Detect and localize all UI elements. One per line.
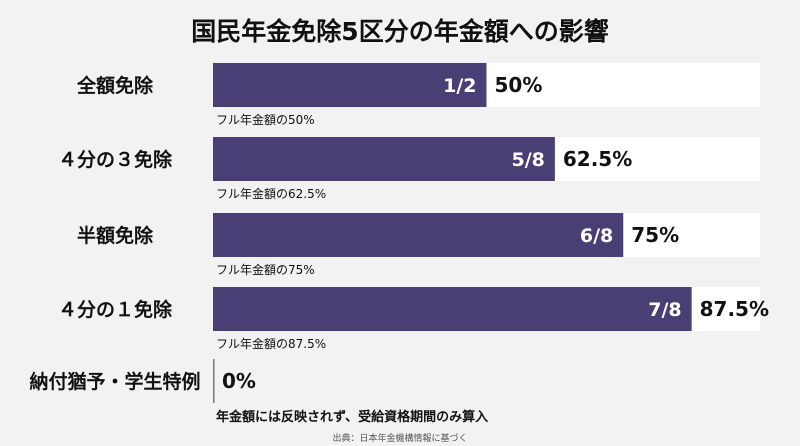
category-label: 半額免除 xyxy=(77,224,154,247)
category-label: 全額免除 xyxy=(76,74,154,97)
bar-note: フル年金額の87.5% xyxy=(216,336,326,351)
value-label: 75% xyxy=(631,223,679,247)
value-label: 0% xyxy=(222,369,256,393)
bar-note: フル年金額の62.5% xyxy=(216,186,326,201)
bar-inner-label: 5/8 xyxy=(511,149,544,171)
bar xyxy=(213,287,692,331)
category-label: ４分の３免除 xyxy=(58,148,173,171)
bar-rows: 全額免除 1/2 50% フル年金額の50% ４分の３免除 5/8 62.5% フル年金額の6… xyxy=(29,63,769,425)
bar-inner-label: 6/8 xyxy=(580,225,613,247)
category-label: 納付猶予・学生特例 xyxy=(29,370,200,393)
zero-bar xyxy=(213,359,215,403)
value-label: 62.5% xyxy=(563,147,632,171)
chart-title: 国民年金免除5区分の年金額への影響 xyxy=(191,17,608,46)
value-label: 87.5% xyxy=(700,297,769,321)
category-label: ４分の１免除 xyxy=(58,298,173,321)
bar xyxy=(213,63,487,107)
bar-note: フル年金額の75% xyxy=(216,262,315,277)
bar-inner-label: 1/2 xyxy=(443,75,476,97)
source-note: 出典：日本年金機構情報に基づく xyxy=(332,432,467,444)
bar-note: フル年金額の50% xyxy=(216,112,315,127)
bar-inner-label: 7/8 xyxy=(648,299,681,321)
bar-note: 年金額には反映されず、受給資格期間のみ算入 xyxy=(216,409,488,425)
bar xyxy=(213,137,555,181)
bar xyxy=(213,213,624,257)
value-label: 50% xyxy=(495,73,543,97)
